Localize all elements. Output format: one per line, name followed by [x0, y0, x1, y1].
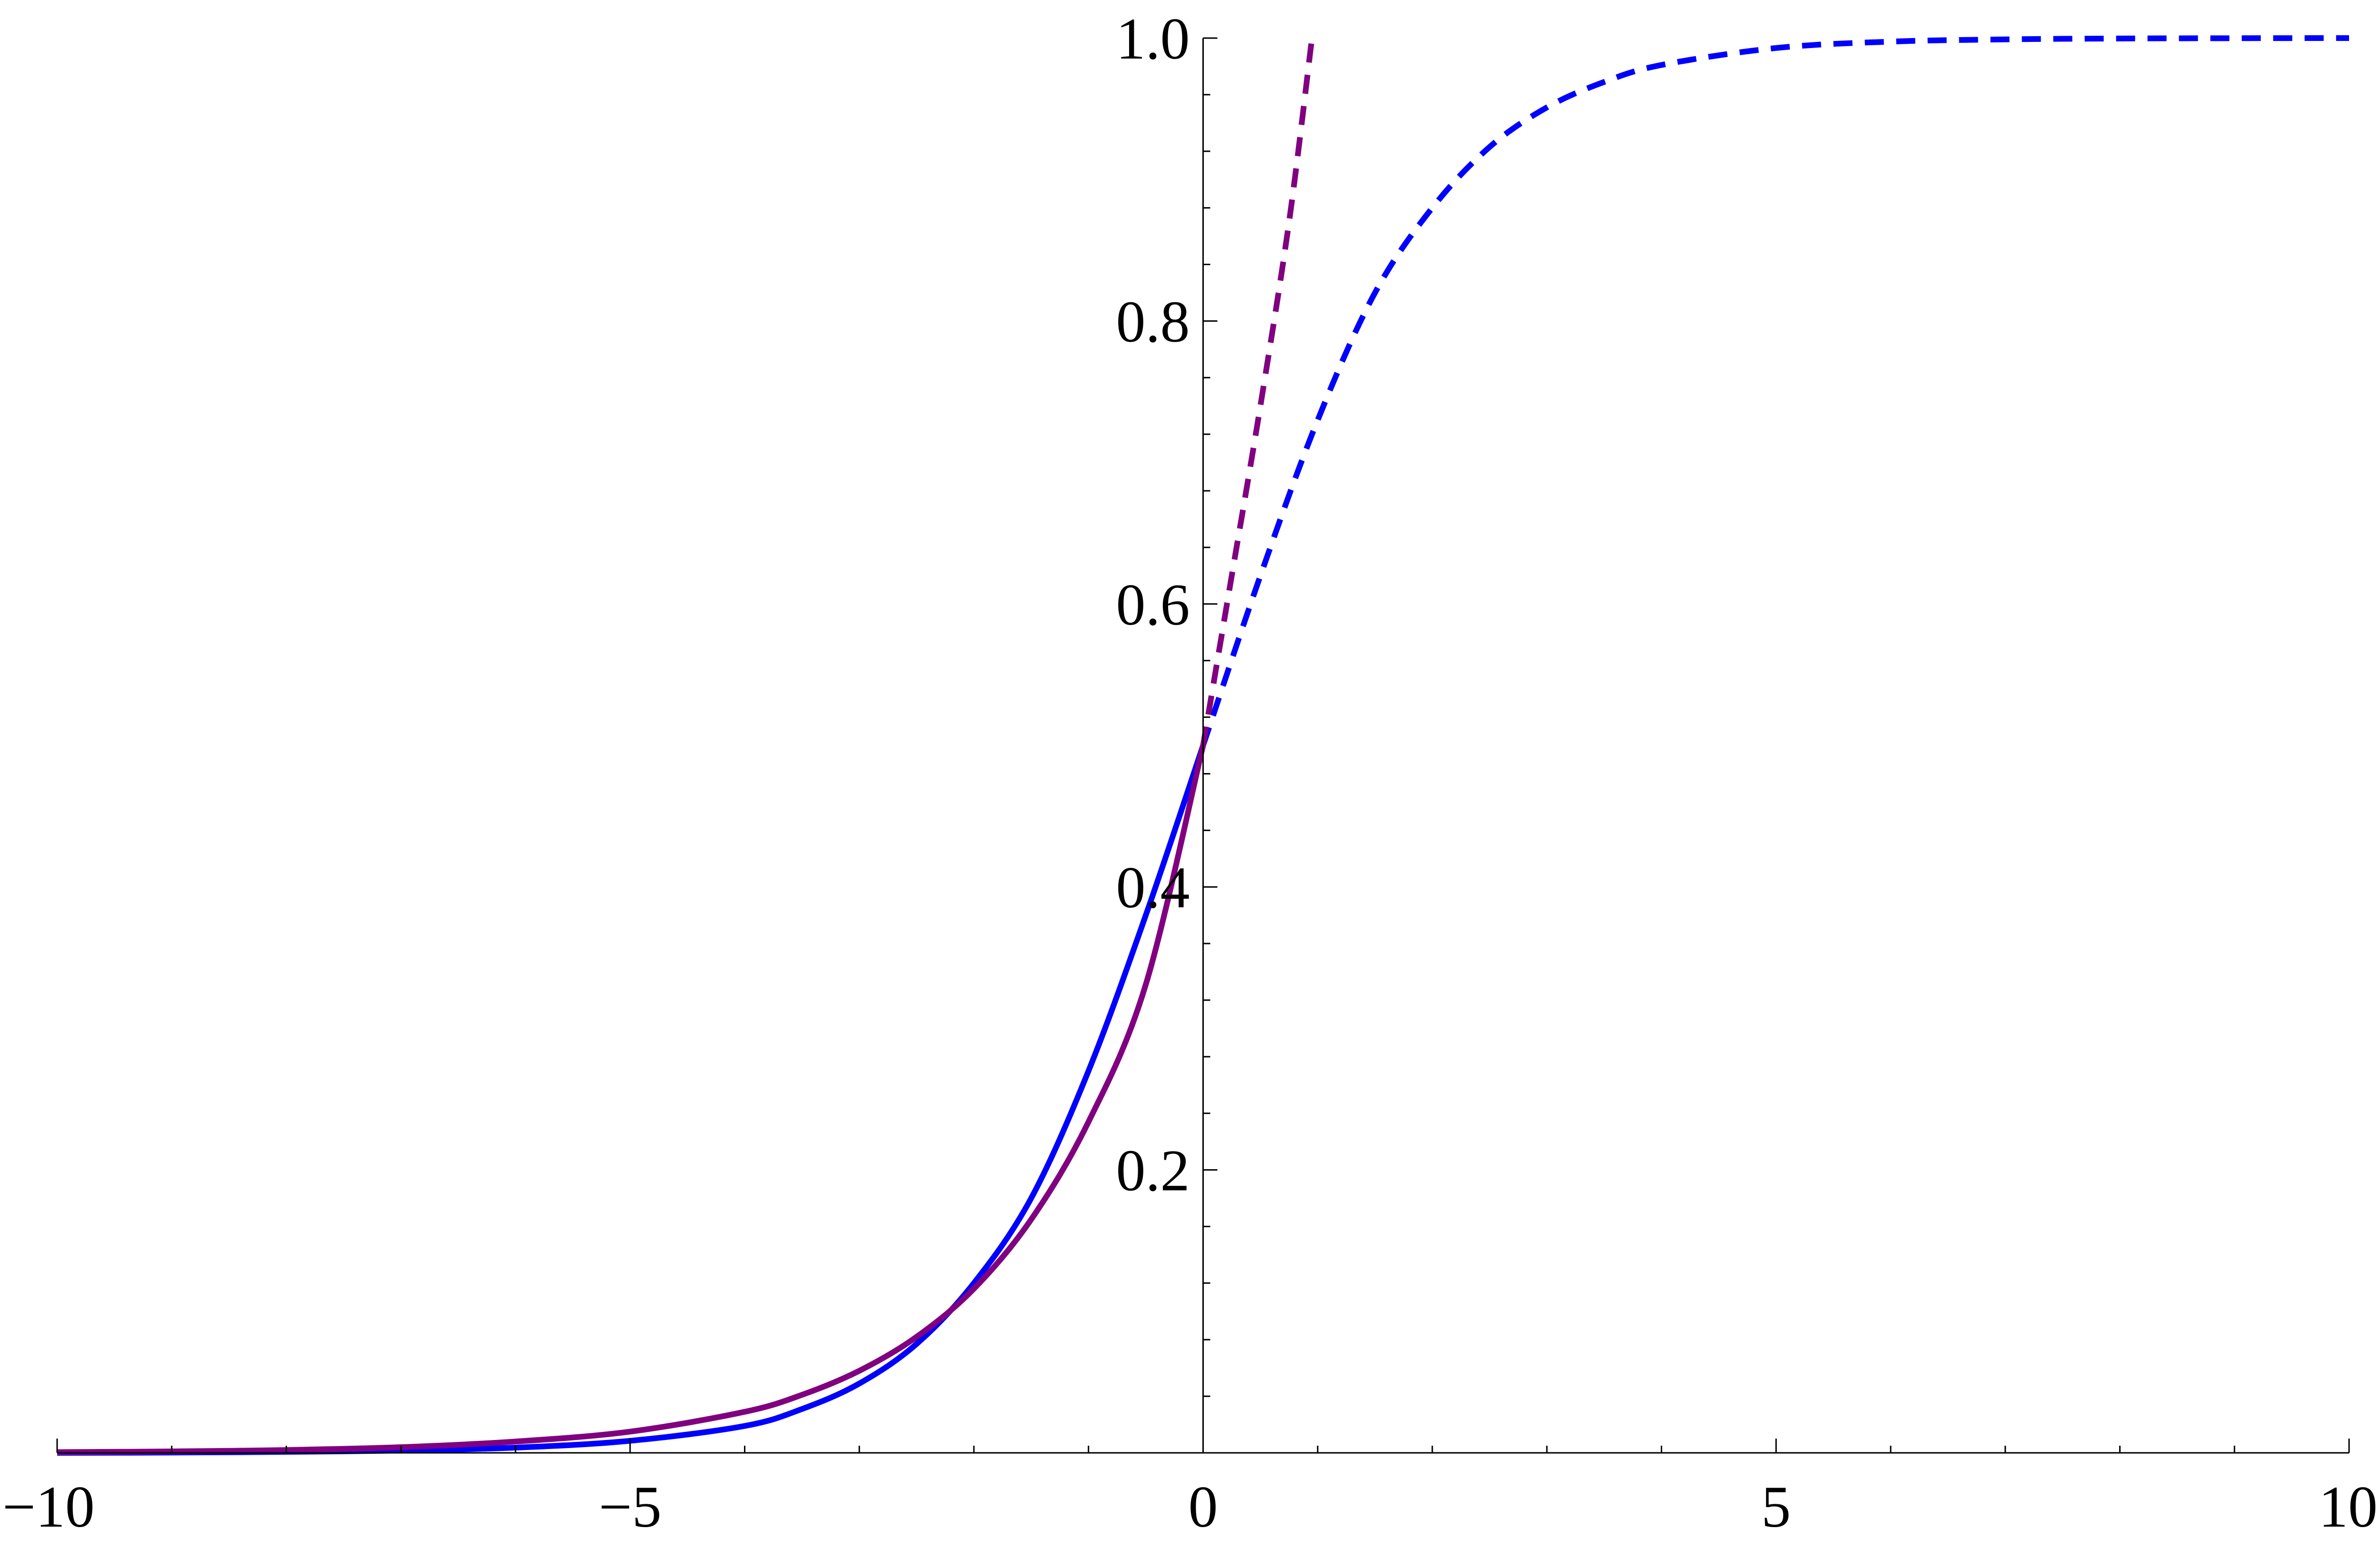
x-tick-label: −5 [599, 1474, 662, 1539]
series-layer [57, 35, 2350, 1456]
x-tick-label: 0 [1189, 1474, 1218, 1539]
y-tick-label: 0.4 [1116, 855, 1190, 920]
y-tick-label: 0.2 [1116, 1138, 1190, 1203]
x-tick-label: 10 [2319, 1474, 2378, 1539]
x-tick-label: 5 [1761, 1474, 1791, 1539]
axes-layer: −10 −5 0 5 10 0.2 0.4 0.6 0.8 1.0 [2, 6, 2378, 1539]
x-tick-label: −10 [2, 1474, 95, 1539]
y-tick-label: 0.8 [1116, 289, 1190, 354]
y-tick-label: 1.0 [1116, 6, 1190, 71]
purple-solid-curve [57, 745, 1206, 1455]
blue-solid-curve [57, 745, 1206, 1456]
y-tick-label: 0.6 [1116, 572, 1190, 637]
blue-dashed-curve [1200, 35, 2350, 746]
purple-dashed-curve [1200, 38, 1315, 746]
